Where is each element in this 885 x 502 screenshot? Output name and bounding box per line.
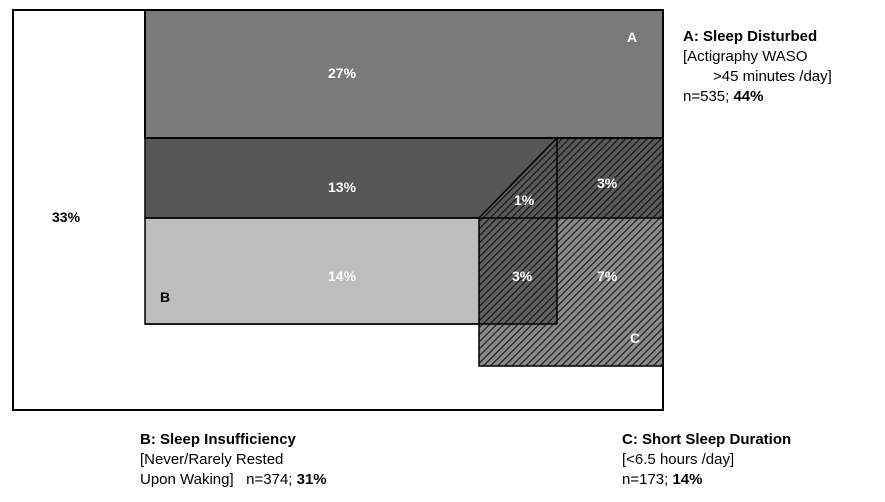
- legend-b-heading: B: Sleep Insufficiency: [140, 431, 296, 448]
- label-a-b: 13%: [328, 179, 357, 195]
- legend-a-stats: n=535; 44%: [683, 87, 832, 107]
- legend-a-heading: A: Sleep Disturbed: [683, 28, 818, 45]
- legend-c-percent: 14%: [672, 471, 703, 488]
- legend-a: A: Sleep Disturbed [Actigraphy WASO >45 …: [683, 27, 832, 107]
- legend-a-line2: >45 minutes /day]: [713, 68, 832, 85]
- label-b-only: 14%: [328, 268, 357, 284]
- legend-b: B: Sleep Insufficiency [Never/Rarely Res…: [140, 430, 327, 490]
- label-c-only: 7%: [597, 268, 618, 284]
- label-a-b-c: 1%: [514, 192, 535, 208]
- legend-c-line1: [<6.5 hours /day]: [622, 451, 735, 468]
- legend-c-stats: n=173; 14%: [622, 470, 791, 490]
- set-letter-a: A: [627, 29, 637, 45]
- legend-c-heading: C: Short Sleep Duration: [622, 431, 792, 448]
- legend-c: C: Short Sleep Duration [<6.5 hours /day…: [622, 430, 791, 490]
- universe-label: 33%: [52, 209, 81, 225]
- set-a-c-overlap: [557, 138, 663, 218]
- legend-a-count: n=535;: [683, 88, 734, 105]
- legend-a-line1: [Actigraphy WASO: [683, 48, 808, 65]
- label-a-only: 27%: [328, 65, 357, 81]
- set-letter-b: B: [160, 289, 170, 305]
- set-a-region: [144, 9, 664, 139]
- set-letter-c: C: [630, 330, 640, 346]
- label-a-c: 3%: [597, 175, 618, 191]
- legend-b-line1: [Never/Rarely Rested: [140, 451, 284, 468]
- legend-a-percent: 44%: [733, 88, 764, 105]
- legend-b-line2: Upon Waking] n=374;: [140, 471, 297, 488]
- legend-b-stats: Upon Waking] n=374; 31%: [140, 470, 327, 490]
- set-b-c-overlap: [479, 218, 557, 324]
- label-b-c: 3%: [512, 268, 533, 284]
- legend-b-percent: 31%: [296, 471, 327, 488]
- legend-c-count: n=173;: [622, 471, 673, 488]
- set-a-b-c-overlap: [479, 138, 557, 218]
